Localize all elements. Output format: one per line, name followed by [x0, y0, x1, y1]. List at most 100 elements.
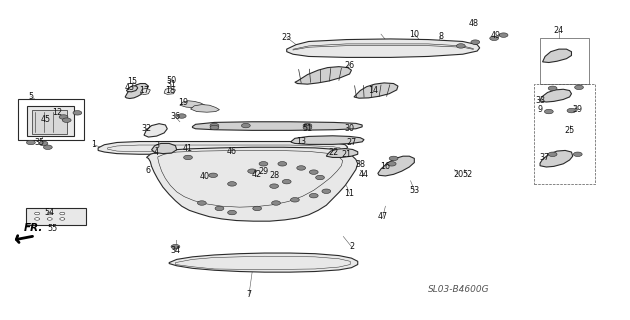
- Circle shape: [227, 210, 236, 215]
- Text: 18: 18: [166, 86, 175, 95]
- Bar: [18, 100, 84, 140]
- Polygon shape: [169, 253, 358, 272]
- Text: 7: 7: [246, 290, 251, 299]
- Text: 22: 22: [329, 148, 339, 156]
- Polygon shape: [140, 88, 151, 95]
- Text: 41: 41: [183, 144, 193, 153]
- Text: 30: 30: [345, 124, 355, 133]
- Circle shape: [253, 206, 261, 211]
- Text: 31: 31: [167, 80, 176, 89]
- Text: 24: 24: [554, 27, 564, 36]
- Circle shape: [35, 212, 40, 215]
- Text: 4: 4: [154, 148, 159, 157]
- Circle shape: [39, 141, 48, 146]
- Circle shape: [499, 33, 508, 37]
- Circle shape: [60, 212, 65, 215]
- Circle shape: [303, 123, 312, 128]
- Circle shape: [59, 115, 68, 119]
- Text: 37: 37: [539, 153, 549, 162]
- Circle shape: [197, 201, 206, 205]
- Text: SL03-B4600G: SL03-B4600G: [428, 285, 489, 294]
- Bar: [534, 84, 595, 184]
- Text: 34: 34: [171, 246, 180, 255]
- Text: 45: 45: [41, 115, 51, 124]
- Circle shape: [490, 36, 498, 41]
- Circle shape: [241, 123, 250, 128]
- Text: 55: 55: [47, 224, 57, 233]
- Circle shape: [210, 123, 219, 128]
- Polygon shape: [287, 39, 479, 57]
- Text: 2: 2: [349, 242, 354, 251]
- Circle shape: [309, 170, 318, 174]
- Text: 14: 14: [368, 86, 378, 95]
- Polygon shape: [542, 49, 571, 62]
- Circle shape: [210, 125, 219, 130]
- Text: 54: 54: [45, 208, 55, 217]
- Circle shape: [227, 182, 236, 186]
- Text: 6: 6: [146, 166, 151, 175]
- Circle shape: [278, 162, 287, 166]
- Text: 51: 51: [302, 124, 312, 133]
- Text: 8: 8: [438, 32, 444, 41]
- Text: 36: 36: [171, 113, 180, 122]
- Circle shape: [457, 44, 465, 48]
- Polygon shape: [291, 136, 364, 144]
- Bar: [540, 38, 589, 84]
- Text: 9: 9: [537, 105, 542, 114]
- Circle shape: [573, 152, 582, 156]
- Text: 27: 27: [346, 138, 357, 147]
- Bar: [27, 106, 74, 136]
- Polygon shape: [192, 122, 362, 130]
- Circle shape: [389, 156, 398, 161]
- Text: 10: 10: [410, 30, 420, 39]
- Polygon shape: [326, 148, 358, 157]
- Text: 38: 38: [355, 160, 365, 169]
- Text: 21: 21: [341, 150, 352, 159]
- Circle shape: [183, 155, 192, 160]
- Text: 12: 12: [52, 108, 62, 117]
- Text: 5: 5: [28, 92, 33, 101]
- Circle shape: [272, 201, 280, 205]
- Circle shape: [548, 86, 557, 91]
- Circle shape: [282, 180, 291, 184]
- Text: 46: 46: [227, 147, 237, 156]
- Circle shape: [309, 194, 318, 198]
- Circle shape: [47, 218, 52, 220]
- Polygon shape: [540, 150, 573, 167]
- Text: 16: 16: [381, 162, 391, 171]
- Text: 47: 47: [378, 212, 388, 221]
- Circle shape: [290, 197, 299, 202]
- Circle shape: [26, 140, 35, 145]
- Circle shape: [544, 109, 553, 114]
- Polygon shape: [164, 88, 175, 94]
- Text: 50: 50: [166, 76, 177, 85]
- Text: 28: 28: [269, 171, 279, 180]
- Circle shape: [297, 166, 306, 170]
- Polygon shape: [127, 86, 138, 92]
- Bar: [26, 208, 86, 225]
- Circle shape: [60, 218, 65, 220]
- Text: 49: 49: [491, 31, 501, 40]
- Text: 33: 33: [535, 96, 545, 105]
- Circle shape: [567, 108, 576, 113]
- Text: 19: 19: [178, 98, 188, 107]
- Circle shape: [575, 85, 583, 90]
- Polygon shape: [125, 84, 149, 99]
- Circle shape: [270, 184, 278, 188]
- Text: 35: 35: [35, 138, 45, 147]
- Text: 53: 53: [410, 186, 420, 195]
- Polygon shape: [147, 147, 358, 221]
- Text: 3: 3: [154, 141, 159, 150]
- Circle shape: [259, 162, 268, 166]
- Text: 29: 29: [258, 167, 268, 176]
- Circle shape: [548, 152, 557, 156]
- Circle shape: [387, 162, 396, 166]
- Circle shape: [177, 114, 186, 118]
- Polygon shape: [180, 101, 205, 108]
- Circle shape: [471, 40, 479, 44]
- Circle shape: [209, 173, 217, 178]
- Text: 39: 39: [573, 105, 583, 114]
- Circle shape: [248, 169, 256, 173]
- Text: 13: 13: [296, 137, 306, 146]
- Text: 1: 1: [91, 140, 96, 149]
